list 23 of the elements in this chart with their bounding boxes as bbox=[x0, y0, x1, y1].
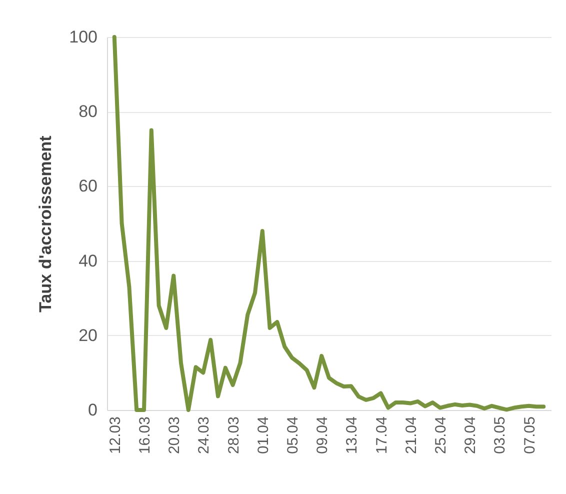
x-tick-label: 01.04 bbox=[254, 416, 272, 454]
y-tick-label: 20 bbox=[78, 326, 98, 345]
x-tick-label: 12.03 bbox=[106, 416, 124, 454]
x-tick-label: 17.04 bbox=[373, 416, 390, 454]
y-axis-title: Taux d'accroissement bbox=[36, 135, 56, 312]
x-tick-label: 20.03 bbox=[166, 416, 184, 454]
x-tick-label: 24.03 bbox=[196, 416, 213, 454]
x-tick-label: 16.03 bbox=[136, 416, 154, 454]
x-tick-label: 28.03 bbox=[225, 416, 242, 454]
y-tick-label: 40 bbox=[78, 251, 98, 270]
y-tick-label: 100 bbox=[69, 28, 98, 46]
x-tick-label: 07.05 bbox=[521, 416, 538, 454]
line-series bbox=[112, 35, 546, 412]
y-tick-label: 80 bbox=[78, 102, 98, 122]
y-tick-label: 60 bbox=[78, 176, 98, 196]
x-tick-label: 13.04 bbox=[344, 416, 361, 454]
y-tick-label: 0 bbox=[88, 400, 98, 420]
x-tick-label: 03.05 bbox=[492, 416, 509, 454]
x-tick-label: 09.04 bbox=[314, 416, 332, 454]
x-tick-label: 21.04 bbox=[402, 416, 420, 454]
x-tick-label: 29.04 bbox=[462, 416, 480, 454]
x-tick-label: 25.04 bbox=[432, 416, 450, 454]
x-tick-label: 05.04 bbox=[284, 416, 302, 454]
